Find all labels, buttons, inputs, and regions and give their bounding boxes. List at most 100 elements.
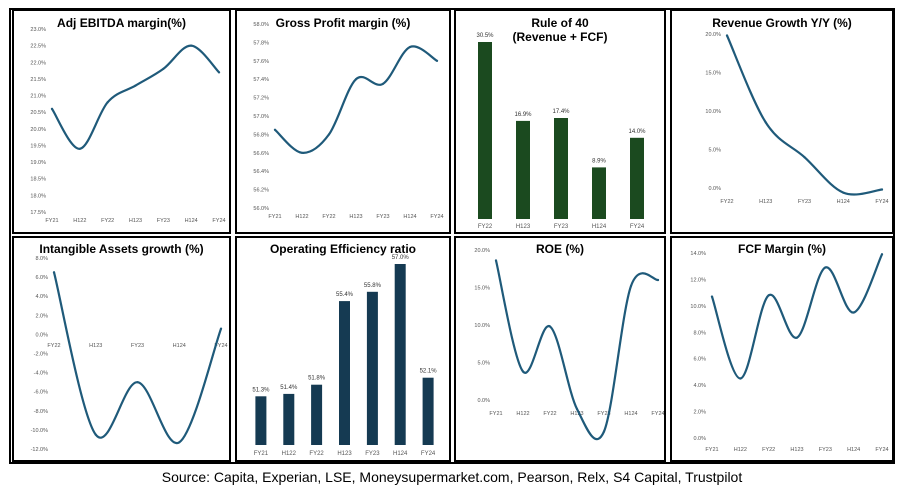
y-tick-label: 18.5%: [30, 177, 46, 183]
x-tick-label: FY23: [157, 218, 170, 224]
x-tick-label: FY23: [798, 199, 811, 205]
y-tick-label: 14.0%: [690, 251, 706, 257]
x-tick-label: H122: [295, 214, 308, 220]
bar-data-label: 51.3%: [252, 387, 270, 393]
bar: [478, 42, 492, 219]
data-point: [629, 284, 633, 288]
x-tick-label: FY22: [309, 451, 324, 457]
bar-data-label: 55.4%: [336, 292, 354, 298]
x-tick-label: FY24: [421, 451, 436, 457]
y-tick-label: -12.0%: [31, 447, 49, 453]
bar: [394, 264, 406, 445]
data-point: [548, 325, 552, 328]
bar: [366, 291, 378, 445]
data-point: [381, 82, 385, 85]
x-tick-label: FY22: [720, 199, 733, 205]
series-line: [52, 271, 223, 444]
data-point: [300, 151, 304, 154]
y-tick-label: 10.0%: [690, 304, 706, 310]
y-tick-label: 5.0%: [477, 361, 490, 367]
y-tick-label: 22.0%: [30, 60, 46, 66]
data-point: [136, 381, 139, 384]
y-tick-label: 15.0%: [474, 286, 490, 292]
y-tick-label: 0.0%: [693, 436, 706, 442]
bar: [339, 301, 350, 445]
x-tick-label: H122: [734, 447, 747, 453]
data-point: [575, 407, 579, 411]
x-tick-label: H122: [73, 218, 86, 224]
y-tick-label: 20.0%: [30, 127, 46, 133]
x-tick-label: FY22: [322, 214, 335, 220]
x-tick-label: H124: [393, 451, 408, 457]
x-tick-label: FY22: [101, 218, 114, 224]
y-tick-label: 2.0%: [693, 410, 706, 416]
y-tick-label: -2.0%: [34, 352, 48, 358]
x-tick-label: FY24: [651, 411, 664, 417]
bar: [255, 396, 267, 445]
data-point: [521, 370, 525, 373]
y-tick-label: 57.8%: [253, 40, 269, 46]
panel-adj-ebitda-margin: Adj EBITDA margin(%) 17.5% 18.0% 18.5% 19.0…: [12, 9, 231, 234]
x-tick-label: FY21: [254, 451, 269, 457]
x-tick-label: FY22: [543, 411, 556, 417]
panel-revenue-growth: Revenue Growth Y/Y (%) 0.0% 5.0% 10.0% 15.0…: [670, 9, 894, 234]
y-tick-label: 21.5%: [30, 77, 46, 83]
chart-title: Revenue Growth Y/Y (%): [712, 16, 852, 30]
bar: [554, 118, 568, 219]
data-point: [880, 188, 884, 191]
x-tick-label: H122: [282, 451, 297, 457]
x-tick-label: FY21: [45, 218, 58, 224]
chart-title: FCF Margin (%): [738, 242, 826, 256]
y-tick-label: 21.0%: [30, 94, 46, 100]
x-tick-label: H123: [570, 411, 583, 417]
x-tick-label: H123: [337, 451, 352, 457]
data-point: [354, 78, 358, 81]
y-tick-label: 57.0%: [253, 114, 269, 120]
y-tick-label: 22.5%: [30, 44, 46, 50]
data-point: [725, 34, 729, 37]
data-point: [178, 441, 181, 444]
y-tick-label: 58.0%: [253, 22, 269, 28]
data-point: [602, 430, 606, 433]
data-point: [803, 156, 806, 159]
y-tick-label: 12.0%: [690, 277, 706, 283]
chart-plot: 17.5% 18.0% 18.5% 19.0% 19.5% 20.0% 20.5% 21.0%…: [30, 27, 225, 224]
y-tick-label: 56.2%: [253, 188, 269, 194]
y-tick-label: 0.0%: [35, 332, 48, 338]
y-tick-label: 8.0%: [35, 256, 48, 262]
data-point: [842, 191, 845, 194]
panel-roe: ROE (%) 0.0% 5.0% 10.0% 15.0% 20.0% FY21 H122 F…: [454, 236, 666, 462]
y-tick-label: 19.5%: [30, 143, 46, 149]
y-tick-label: 57.4%: [253, 77, 269, 83]
y-tick-label: 6.0%: [693, 357, 706, 363]
chart-plot: 0.0% 2.0% 4.0% 6.0% 8.0% 10.0% 12.0% 14.0% FY21 H…: [690, 251, 888, 453]
x-tick-label: H124: [185, 218, 198, 224]
x-tick-label: FY23: [365, 451, 380, 457]
x-tick-label: FY24: [430, 214, 443, 220]
y-tick-label: 20.0%: [474, 248, 490, 254]
chart-title: Adj EBITDA margin(%): [57, 16, 186, 30]
panel-gross-profit-margin: Gross Profit margin (%) 56.0% 56.2% 56.4% 5…: [235, 9, 451, 234]
y-tick-label: 5.0%: [708, 148, 721, 154]
bar: [283, 393, 295, 445]
chart-plot: -12.0% -10.0% -8.0% -6.0% -4.0% -2.0% 0.0% 2.0%…: [31, 256, 228, 453]
panel-intangible-assets-growth: Intangible Assets growth (%) -12.0% -10.0…: [12, 236, 231, 462]
x-tick-label: H124: [173, 343, 186, 349]
y-tick-label: 6.0%: [35, 275, 48, 281]
data-point: [327, 133, 331, 136]
data-point: [710, 295, 714, 298]
bar-data-label: 55.8%: [364, 283, 382, 289]
x-tick-label: FY23: [376, 214, 389, 220]
x-tick-label: H123: [89, 343, 102, 349]
bar: [311, 384, 323, 445]
data-point: [767, 294, 770, 297]
y-tick-label: 56.4%: [253, 169, 269, 175]
chart-title-main: Rule of 40: [531, 16, 589, 30]
data-point: [880, 253, 884, 256]
x-tick-label: FY24: [212, 218, 225, 224]
data-point: [852, 311, 855, 314]
x-tick-label: H124: [624, 411, 637, 417]
data-point: [217, 71, 221, 74]
x-tick-label: FY22: [762, 447, 775, 453]
x-tick-label: FY21: [705, 447, 718, 453]
